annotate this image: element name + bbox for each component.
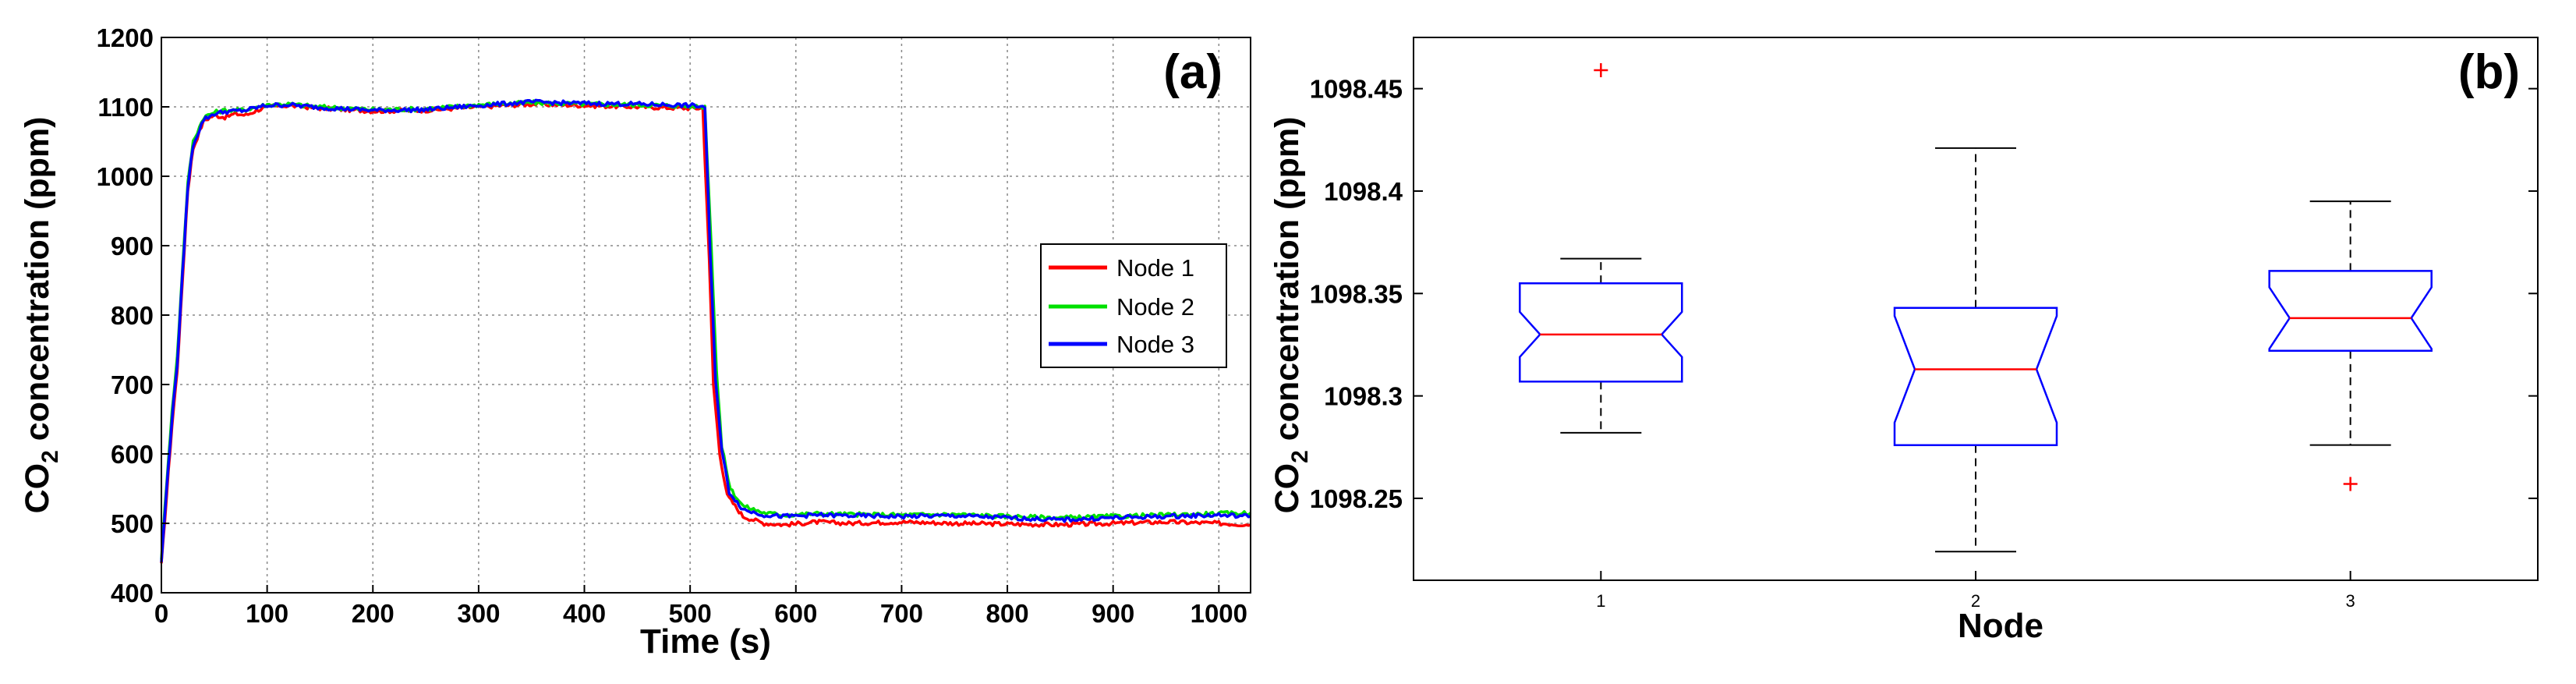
b-x-tick-label-2: 2 xyxy=(1971,591,1980,611)
panel-b-label: (b) xyxy=(2458,45,2520,99)
b-y-tick-label-2: 1098.35 xyxy=(1310,279,1403,308)
panel-a-y-title-prefix: CO xyxy=(19,463,56,514)
panel-b-boxes xyxy=(1519,63,2433,553)
panel-a-y-title-sub: 2 xyxy=(37,450,63,463)
box-group-node-3 xyxy=(2268,200,2433,491)
x-tick-label-700: 700 xyxy=(880,599,923,628)
legend-label-node-2: Node 2 xyxy=(1116,293,1194,321)
panel-b-y-ticks: 1098.25 1098.3 1098.35 1098.4 1098.45 xyxy=(1310,75,2538,513)
panel-b-box-plot: 1098.25 1098.3 1098.35 1098.4 1098.45 1 2 3 (b… xyxy=(1269,37,2539,645)
y-tick-label-400: 400 xyxy=(111,579,154,608)
panel-b-y-title-prefix: CO xyxy=(1269,463,1306,514)
legend-label-node-3: Node 3 xyxy=(1116,331,1194,358)
box-node-2 xyxy=(1893,307,2058,446)
panel-a-series xyxy=(160,98,1252,564)
panel-a-y-axis-title: CO2 concentration (ppm) xyxy=(19,117,63,514)
panel-b-y-title-suffix: concentration (ppm) xyxy=(1269,117,1306,451)
panel-b-y-title-sub: 2 xyxy=(1287,450,1313,463)
b-y-tick-label-1: 1098.3 xyxy=(1324,382,1403,411)
outlier-node-3-0 xyxy=(2343,477,2358,491)
y-tick-label-700: 700 xyxy=(111,370,154,399)
box-node-3 xyxy=(2268,270,2433,353)
panel-a-x-ticks: 0 100 200 300 400 500 600 700 800 900 1000 xyxy=(154,585,1247,628)
x-tick-label-1000: 1000 xyxy=(1191,599,1247,628)
y-tick-label-800: 800 xyxy=(111,301,154,330)
x-tick-label-900: 900 xyxy=(1092,599,1134,628)
y-tick-label-1100: 1100 xyxy=(97,93,154,122)
x-tick-label-400: 400 xyxy=(563,599,606,628)
legend-label-node-1: Node 1 xyxy=(1116,254,1194,282)
panel-a-x-axis-title: Time (s) xyxy=(640,622,771,661)
box-group-node-2 xyxy=(1893,147,2058,553)
b-y-tick-label-3: 1098.4 xyxy=(1324,177,1403,206)
panel-a-y-title-suffix: concentration (ppm) xyxy=(19,117,56,451)
box-node-1 xyxy=(1519,282,1683,383)
panel-b-x-ticks: 1 2 3 xyxy=(1596,571,2355,611)
b-x-tick-label-1: 1 xyxy=(1596,591,1605,611)
panel-a-line-chart: 0 100 200 300 400 500 600 700 800 900 1000 400 500 6… xyxy=(19,23,1252,661)
box-group-node-1 xyxy=(1519,63,1683,434)
y-tick-label-500: 500 xyxy=(111,509,154,538)
y-tick-label-600: 600 xyxy=(111,440,154,469)
y-tick-label-1200: 1200 xyxy=(97,23,154,52)
panel-b-y-axis-title: CO2 concentration (ppm) xyxy=(1269,117,1313,514)
x-tick-label-200: 200 xyxy=(352,599,395,628)
x-tick-label-300: 300 xyxy=(457,599,500,628)
x-tick-label-500: 500 xyxy=(669,599,712,628)
b-y-tick-label-4: 1098.45 xyxy=(1310,75,1403,104)
b-x-tick-label-3: 3 xyxy=(2346,591,2355,611)
panel-a-legend: Node 1 Node 2 Node 3 xyxy=(1040,243,1227,368)
x-tick-label-600: 600 xyxy=(774,599,817,628)
y-tick-label-1000: 1000 xyxy=(97,162,154,191)
panel-a-y-ticks: 400 500 600 700 800 900 1000 1100 1200 xyxy=(97,23,169,608)
panel-b-x-axis-title: Node xyxy=(1958,607,2043,645)
y-tick-label-900: 900 xyxy=(111,232,154,260)
x-tick-label-800: 800 xyxy=(986,599,1029,628)
series-line-node-3 xyxy=(160,98,1251,562)
x-tick-label-0: 0 xyxy=(154,599,168,628)
b-y-tick-label-0: 1098.25 xyxy=(1310,484,1403,513)
x-tick-label-100: 100 xyxy=(246,599,288,628)
panel-a-label: (a) xyxy=(1163,45,1223,99)
outlier-node-1-0 xyxy=(1594,63,1608,78)
